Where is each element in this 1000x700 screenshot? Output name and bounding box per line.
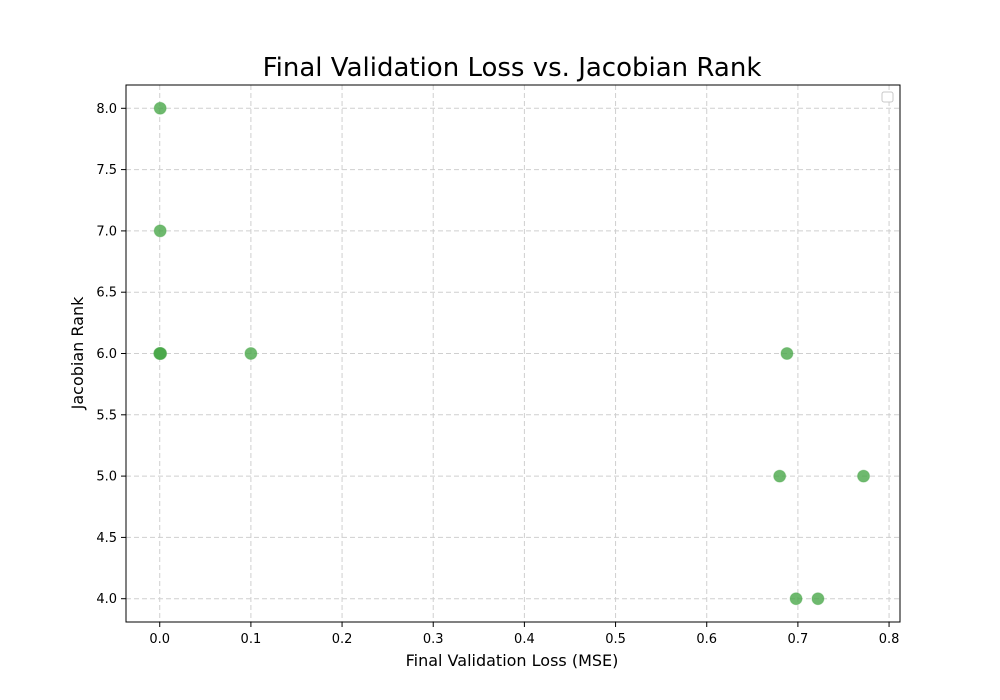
- x-tick-label: 0.6: [696, 632, 717, 647]
- x-axis-label: Final Validation Loss (MSE): [406, 651, 619, 670]
- data-point: [857, 469, 871, 483]
- x-tick-label: 0.0: [149, 632, 170, 647]
- y-tick-label: 7.0: [96, 224, 117, 239]
- data-point: [811, 592, 825, 606]
- x-tick-label: 0.4: [514, 632, 535, 647]
- y-tick-label: 5.5: [96, 408, 117, 423]
- data-point: [789, 592, 803, 606]
- data-point: [154, 347, 168, 360]
- data-point: [153, 224, 167, 238]
- y-tick-label: 6.0: [96, 347, 117, 362]
- x-tick-label: 0.1: [241, 632, 262, 647]
- data-point: [780, 347, 794, 360]
- legend-box: [881, 91, 894, 103]
- data-point: [244, 347, 258, 360]
- x-tick-label: 0.8: [879, 632, 900, 647]
- y-tick-label: 4.0: [96, 592, 117, 607]
- y-tick-label: 4.5: [96, 531, 117, 546]
- x-tick-label: 0.3: [423, 632, 444, 647]
- x-tick-label: 0.7: [788, 632, 809, 647]
- x-tick-label: 0.5: [605, 632, 626, 647]
- data-points: [153, 101, 871, 606]
- y-tick-label: 6.5: [96, 286, 117, 301]
- y-axis-label: Jacobian Rank: [68, 296, 87, 410]
- data-point: [773, 469, 787, 483]
- y-tick-label: 8.0: [96, 102, 117, 117]
- data-point: [153, 101, 167, 115]
- axis-ticks: 0.0 0.1 0.2 0.3 0.4 0.5 0.6 0.7 0.8 4.0 4.5 5.0 5.5 6…: [96, 102, 899, 647]
- x-tick-label: 0.2: [332, 632, 353, 647]
- chart-title: Final Validation Loss vs. Jacobian Rank: [263, 53, 762, 83]
- y-tick-label: 7.5: [96, 163, 117, 178]
- y-tick-label: 5.0: [96, 470, 117, 485]
